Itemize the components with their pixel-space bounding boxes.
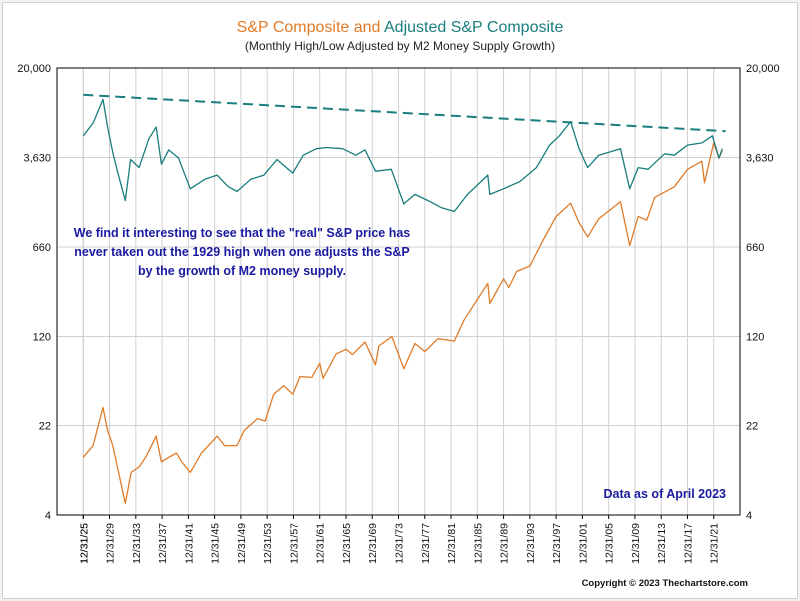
axis-layer: 4 4 22 22 120 120 660 660 3,630 3,630 20,000 20,000… [17, 63, 779, 564]
x-tick-label: 12/31/05 [604, 523, 616, 564]
adjusted-sp-series [82, 98, 723, 213]
x-tick-label: 12/31/37 [157, 523, 169, 564]
x-tick-label: 12/31/89 [499, 523, 511, 564]
x-tick-label: 12/31/45 [210, 523, 222, 564]
x-tick-label: 12/31/29 [105, 523, 117, 564]
x-tick-label: 12/31/93 [525, 523, 537, 564]
chart-subtitle: (Monthly High/Low Adjusted by M2 Money S… [244, 39, 556, 53]
copyright-text: Copyright © 2023 Thechartstore.com [581, 578, 748, 589]
x-tick-label: 12/31/61 [315, 523, 327, 564]
y-tick-label-left: 4 [45, 510, 51, 522]
x-tick-label: 12/31/09 [630, 523, 642, 564]
chart-title: S&P Composite and Adjusted S&P Composite [0, 18, 800, 38]
x-tick-label: 12/31/17 [682, 523, 694, 564]
x-tick-label: 12/31/53 [262, 523, 274, 564]
x-tick-label: 12/31/85 [472, 523, 484, 564]
y-tick-label-right: 22 [746, 421, 758, 433]
x-tick-label: 12/31/73 [394, 523, 406, 564]
x-tick-label: 12/31/65 [341, 523, 353, 564]
x-tick-label: 12/31/21 [709, 523, 721, 564]
title-sp-composite: S&P Composite [236, 19, 350, 36]
x-tick-label: 12/31/13 [656, 523, 668, 564]
data-as-of-note: Data as of April 2023 [603, 487, 726, 501]
y-tick-label-left: 3,630 [23, 153, 51, 165]
y-tick-label-right: 660 [746, 242, 764, 254]
trendline-series [83, 93, 726, 133]
y-tick-label-left: 120 [33, 331, 51, 343]
x-tick-label: 12/31/25 [78, 523, 90, 564]
x-tick-label: 12/31/77 [420, 523, 432, 564]
series-layer [82, 93, 726, 504]
y-tick-label-right: 20,000 [746, 63, 780, 75]
y-tick-label-right: 4 [746, 510, 752, 522]
y-tick-label-right: 3,630 [746, 153, 774, 165]
x-tick-label: 12/31/57 [288, 523, 300, 564]
y-tick-label-right: 120 [746, 331, 764, 343]
grid-layer [57, 67, 740, 516]
x-tick-label: 12/31/49 [236, 523, 248, 564]
x-tick-label: 12/31/01 [577, 523, 589, 564]
chart-annotation: We find it interesting to see that the "… [73, 226, 411, 278]
sp-composite-series [82, 142, 723, 504]
title-connector: and [349, 19, 384, 36]
x-tick-label: 12/31/69 [367, 523, 379, 564]
x-tick-label: 12/31/33 [131, 523, 143, 564]
x-tick-label: 12/31/97 [551, 523, 563, 564]
y-tick-label-left: 20,000 [17, 63, 51, 75]
x-tick-label: 12/31/41 [183, 523, 195, 564]
y-tick-label-left: 22 [39, 421, 51, 433]
x-tick-label: 12/31/25 [78, 523, 90, 564]
y-tick-label-left: 660 [33, 242, 51, 254]
x-tick-label: 12/31/81 [446, 523, 458, 564]
title-adjusted-sp: Adjusted S&P Composite [384, 19, 564, 36]
chart-title-block: S&P Composite and Adjusted S&P Composite… [0, 18, 800, 54]
